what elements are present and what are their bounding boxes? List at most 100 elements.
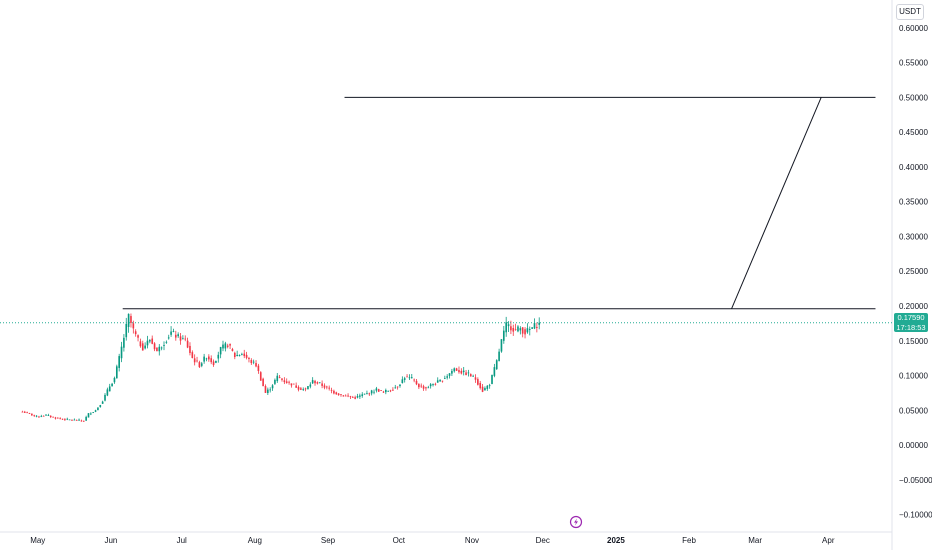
candle — [507, 321, 510, 332]
candle — [52, 416, 54, 418]
candle — [309, 382, 312, 389]
candle — [144, 342, 146, 350]
candle — [85, 415, 87, 421]
candle — [467, 369, 470, 377]
candle — [200, 361, 203, 368]
candle — [300, 386, 302, 391]
x-tick-label: Mar — [748, 536, 762, 545]
candle — [377, 388, 380, 393]
candle — [285, 378, 288, 384]
candle — [68, 419, 71, 421]
candle — [165, 340, 168, 344]
candle — [406, 374, 408, 378]
candle — [479, 380, 482, 390]
candle — [382, 390, 385, 393]
candle — [75, 419, 78, 421]
candle — [491, 374, 493, 385]
candle — [519, 326, 522, 335]
candle — [111, 382, 113, 387]
price-axis[interactable]: −0.10000 −0.05000 0.00000 0.05000 0.10000 0.1… — [899, 24, 932, 520]
candle — [179, 333, 182, 345]
candle — [460, 368, 463, 375]
candle — [290, 383, 293, 388]
candle — [248, 356, 250, 363]
candle — [420, 383, 423, 388]
candle — [40, 414, 43, 418]
candle — [259, 371, 262, 381]
candle — [333, 389, 335, 395]
y-tick-label: 0.40000 — [899, 163, 928, 172]
candle — [292, 383, 295, 385]
candle — [203, 353, 205, 364]
candle — [108, 383, 111, 392]
candle — [493, 363, 496, 378]
candle — [495, 359, 498, 370]
candle — [241, 352, 243, 356]
candle — [141, 340, 144, 351]
currency-unit-label[interactable]: USDT — [896, 4, 924, 20]
candle — [528, 326, 531, 336]
candle — [328, 385, 331, 391]
candle — [392, 387, 394, 391]
candle — [45, 414, 47, 416]
y-tick-label: 0.05000 — [899, 406, 928, 415]
candle — [389, 389, 392, 393]
candle — [337, 393, 340, 396]
x-tick-label: Sep — [321, 536, 336, 545]
x-tick-label: Jun — [104, 536, 117, 545]
candle — [469, 373, 472, 377]
candle — [120, 341, 123, 363]
candle — [137, 334, 139, 342]
candle — [349, 395, 352, 400]
candle — [149, 339, 151, 344]
y-tick-label: 0.15000 — [899, 337, 928, 346]
candle — [193, 354, 196, 366]
y-tick-label: 0.45000 — [899, 128, 928, 137]
candle — [233, 351, 236, 360]
candle — [403, 376, 406, 383]
candle — [224, 341, 227, 352]
candle — [104, 393, 106, 402]
candle — [205, 357, 208, 362]
candle — [167, 334, 170, 340]
lightning-icon[interactable] — [569, 515, 583, 529]
candle — [61, 418, 64, 421]
last-price-value: 0.17590 — [897, 313, 925, 322]
candle — [267, 387, 269, 395]
time-axis[interactable]: May Jun Jul Aug Sep Oct Nov Dec 2025 Feb Mar Apr — [30, 536, 835, 545]
candle — [23, 410, 26, 414]
candle — [380, 390, 382, 391]
candle — [481, 383, 484, 393]
candle — [455, 367, 458, 371]
candle — [318, 382, 321, 384]
candle — [436, 377, 439, 383]
candle — [139, 338, 142, 348]
candle — [123, 334, 125, 352]
candle — [151, 335, 154, 345]
candle — [189, 342, 191, 356]
candle — [363, 393, 366, 395]
candle — [276, 372, 279, 383]
candle — [484, 386, 486, 391]
candle — [326, 385, 328, 390]
candle — [264, 384, 267, 393]
candle — [533, 318, 536, 330]
candle — [401, 376, 404, 384]
candle — [196, 356, 198, 363]
candle — [538, 317, 541, 330]
candle — [212, 359, 215, 367]
candle — [236, 350, 238, 357]
candle — [375, 386, 378, 393]
projection-line[interactable] — [731, 97, 822, 309]
candle — [222, 340, 224, 352]
y-tick-label: 0.10000 — [899, 372, 928, 381]
candle — [347, 393, 349, 398]
candle — [427, 385, 430, 389]
candle — [156, 347, 158, 352]
candle — [186, 337, 189, 349]
candle — [64, 418, 66, 421]
candle — [35, 415, 38, 418]
y-tick-label: 0.35000 — [899, 198, 928, 207]
candle — [198, 360, 201, 369]
